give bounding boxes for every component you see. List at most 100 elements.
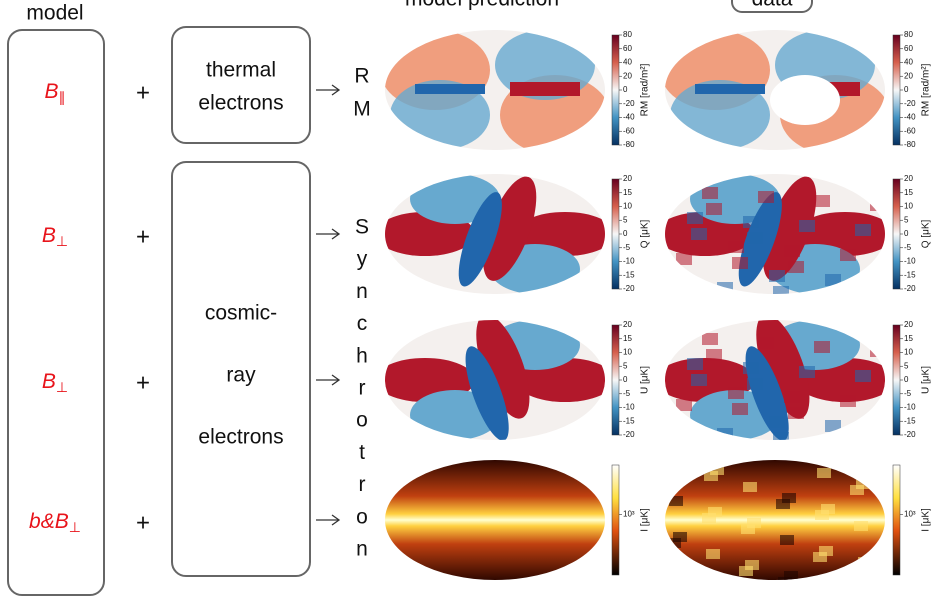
map-patch (676, 253, 692, 265)
term-subscript: ⊥ (56, 233, 68, 249)
map-bg (665, 460, 885, 580)
colorbar-tick-label: 5 (623, 361, 628, 370)
colorbar-tick-label: -20 (623, 430, 635, 439)
map-patch (665, 320, 681, 332)
map-patch (840, 395, 856, 407)
colorbar-tick-label: -40 (904, 113, 916, 122)
colorbar (893, 465, 900, 575)
colorbar-label: RM [rad/m²] (921, 63, 932, 116)
model-term: B∥ (44, 80, 65, 105)
map-patch (784, 245, 800, 257)
colorbar (893, 325, 900, 435)
map-patch (743, 362, 759, 374)
map-patch (732, 403, 748, 415)
map-patch (784, 391, 800, 403)
colorbar (612, 179, 619, 289)
colorbar-tick-label: 10 (904, 202, 913, 211)
map-band (695, 84, 765, 94)
observable-letter: c (357, 312, 368, 335)
sky-map (375, 170, 615, 294)
header: model (26, 2, 83, 25)
colorbar-tick-label: 10³ (904, 510, 916, 519)
map-gap (770, 75, 840, 125)
header: data (752, 0, 793, 11)
colorbar-tick-label: -15 (904, 416, 916, 425)
colorbar-tick-label: 5 (904, 361, 909, 370)
colorbar-tick-label: 0 (623, 229, 628, 238)
sky-map (655, 170, 897, 302)
map-patch (691, 228, 707, 240)
colorbar-tick-label: -10 (623, 403, 635, 412)
colorbar-label: U [μK] (921, 366, 932, 394)
sky-map (385, 460, 605, 580)
sky-map (660, 30, 890, 155)
colorbar-tick-label: 0 (904, 85, 909, 94)
colorbar-tick-label: 20 (904, 174, 913, 183)
map-patch (706, 549, 720, 559)
map-patch (743, 216, 759, 228)
colorbar-tick-label: 40 (904, 58, 913, 67)
colorbar (612, 465, 619, 575)
term-symbol: b&B (29, 510, 69, 533)
map-patch (687, 358, 703, 370)
map-patch (855, 224, 871, 236)
colorbar-tick-label: -20 (904, 99, 916, 108)
colorbar (893, 35, 900, 145)
colorbar-tick-label: -20 (623, 99, 635, 108)
map-patch (665, 174, 681, 186)
map-patch (829, 436, 845, 448)
map-patch (732, 257, 748, 269)
map-patch (870, 345, 886, 357)
map-patch (669, 496, 683, 506)
colorbar (612, 325, 619, 435)
observable-letter: h (356, 344, 368, 367)
colorbar-tick-label: 0 (623, 85, 628, 94)
colorbar-tick-label: 80 (904, 30, 913, 39)
colorbar-tick-label: 20 (623, 71, 632, 80)
colorbar-label: Q [μK] (921, 220, 932, 249)
colorbar-tick-label: -5 (623, 389, 631, 398)
colorbar-tick-label: 60 (623, 44, 632, 53)
map-patch (829, 290, 845, 302)
colorbar-tick-label: -60 (623, 126, 635, 135)
map-patch (747, 518, 761, 528)
map-patch (866, 329, 882, 341)
colorbar-tick-label: 5 (623, 215, 628, 224)
map-patch (706, 203, 722, 215)
colorbar-tick-label: -20 (904, 430, 916, 439)
map-patch (745, 560, 759, 570)
map-patch (814, 341, 830, 353)
map-patch (784, 571, 798, 581)
colorbar-tick-label: 15 (904, 188, 913, 197)
map-patch (788, 261, 804, 273)
observable-letter: r (359, 377, 366, 400)
colorbar-tick-label: 15 (623, 188, 632, 197)
map-patch (852, 563, 866, 573)
map-patch (840, 249, 856, 261)
colorbar-tick-label: -15 (623, 270, 635, 279)
box-text: cosmic- (205, 302, 277, 325)
colorbar-tick-label: 0 (623, 375, 628, 384)
map-patch (821, 504, 835, 514)
colorbar-tick-label: 10 (904, 348, 913, 357)
map-patch (825, 420, 841, 432)
map-patch (817, 468, 831, 478)
map-patch (870, 199, 886, 211)
map-patch (706, 349, 722, 361)
term-symbol: B (42, 224, 56, 247)
map-bg (385, 460, 605, 580)
sky-map (655, 308, 897, 448)
observable-letter: M (353, 98, 371, 121)
plus-sign: + (136, 79, 150, 106)
colorbar (893, 179, 900, 289)
colorbar-tick-label: 20 (623, 320, 632, 329)
observable-letter: n (356, 280, 368, 303)
map-patch (702, 187, 718, 199)
colorbar-tick-label: -10 (904, 403, 916, 412)
colorbar-tick-label: 20 (904, 320, 913, 329)
map-patch (799, 366, 815, 378)
colorbar-tick-label: -5 (623, 243, 631, 252)
observable-letter: R (354, 65, 369, 88)
colorbar-label: RM [rad/m²] (640, 63, 651, 116)
header: model prediction (405, 0, 559, 11)
